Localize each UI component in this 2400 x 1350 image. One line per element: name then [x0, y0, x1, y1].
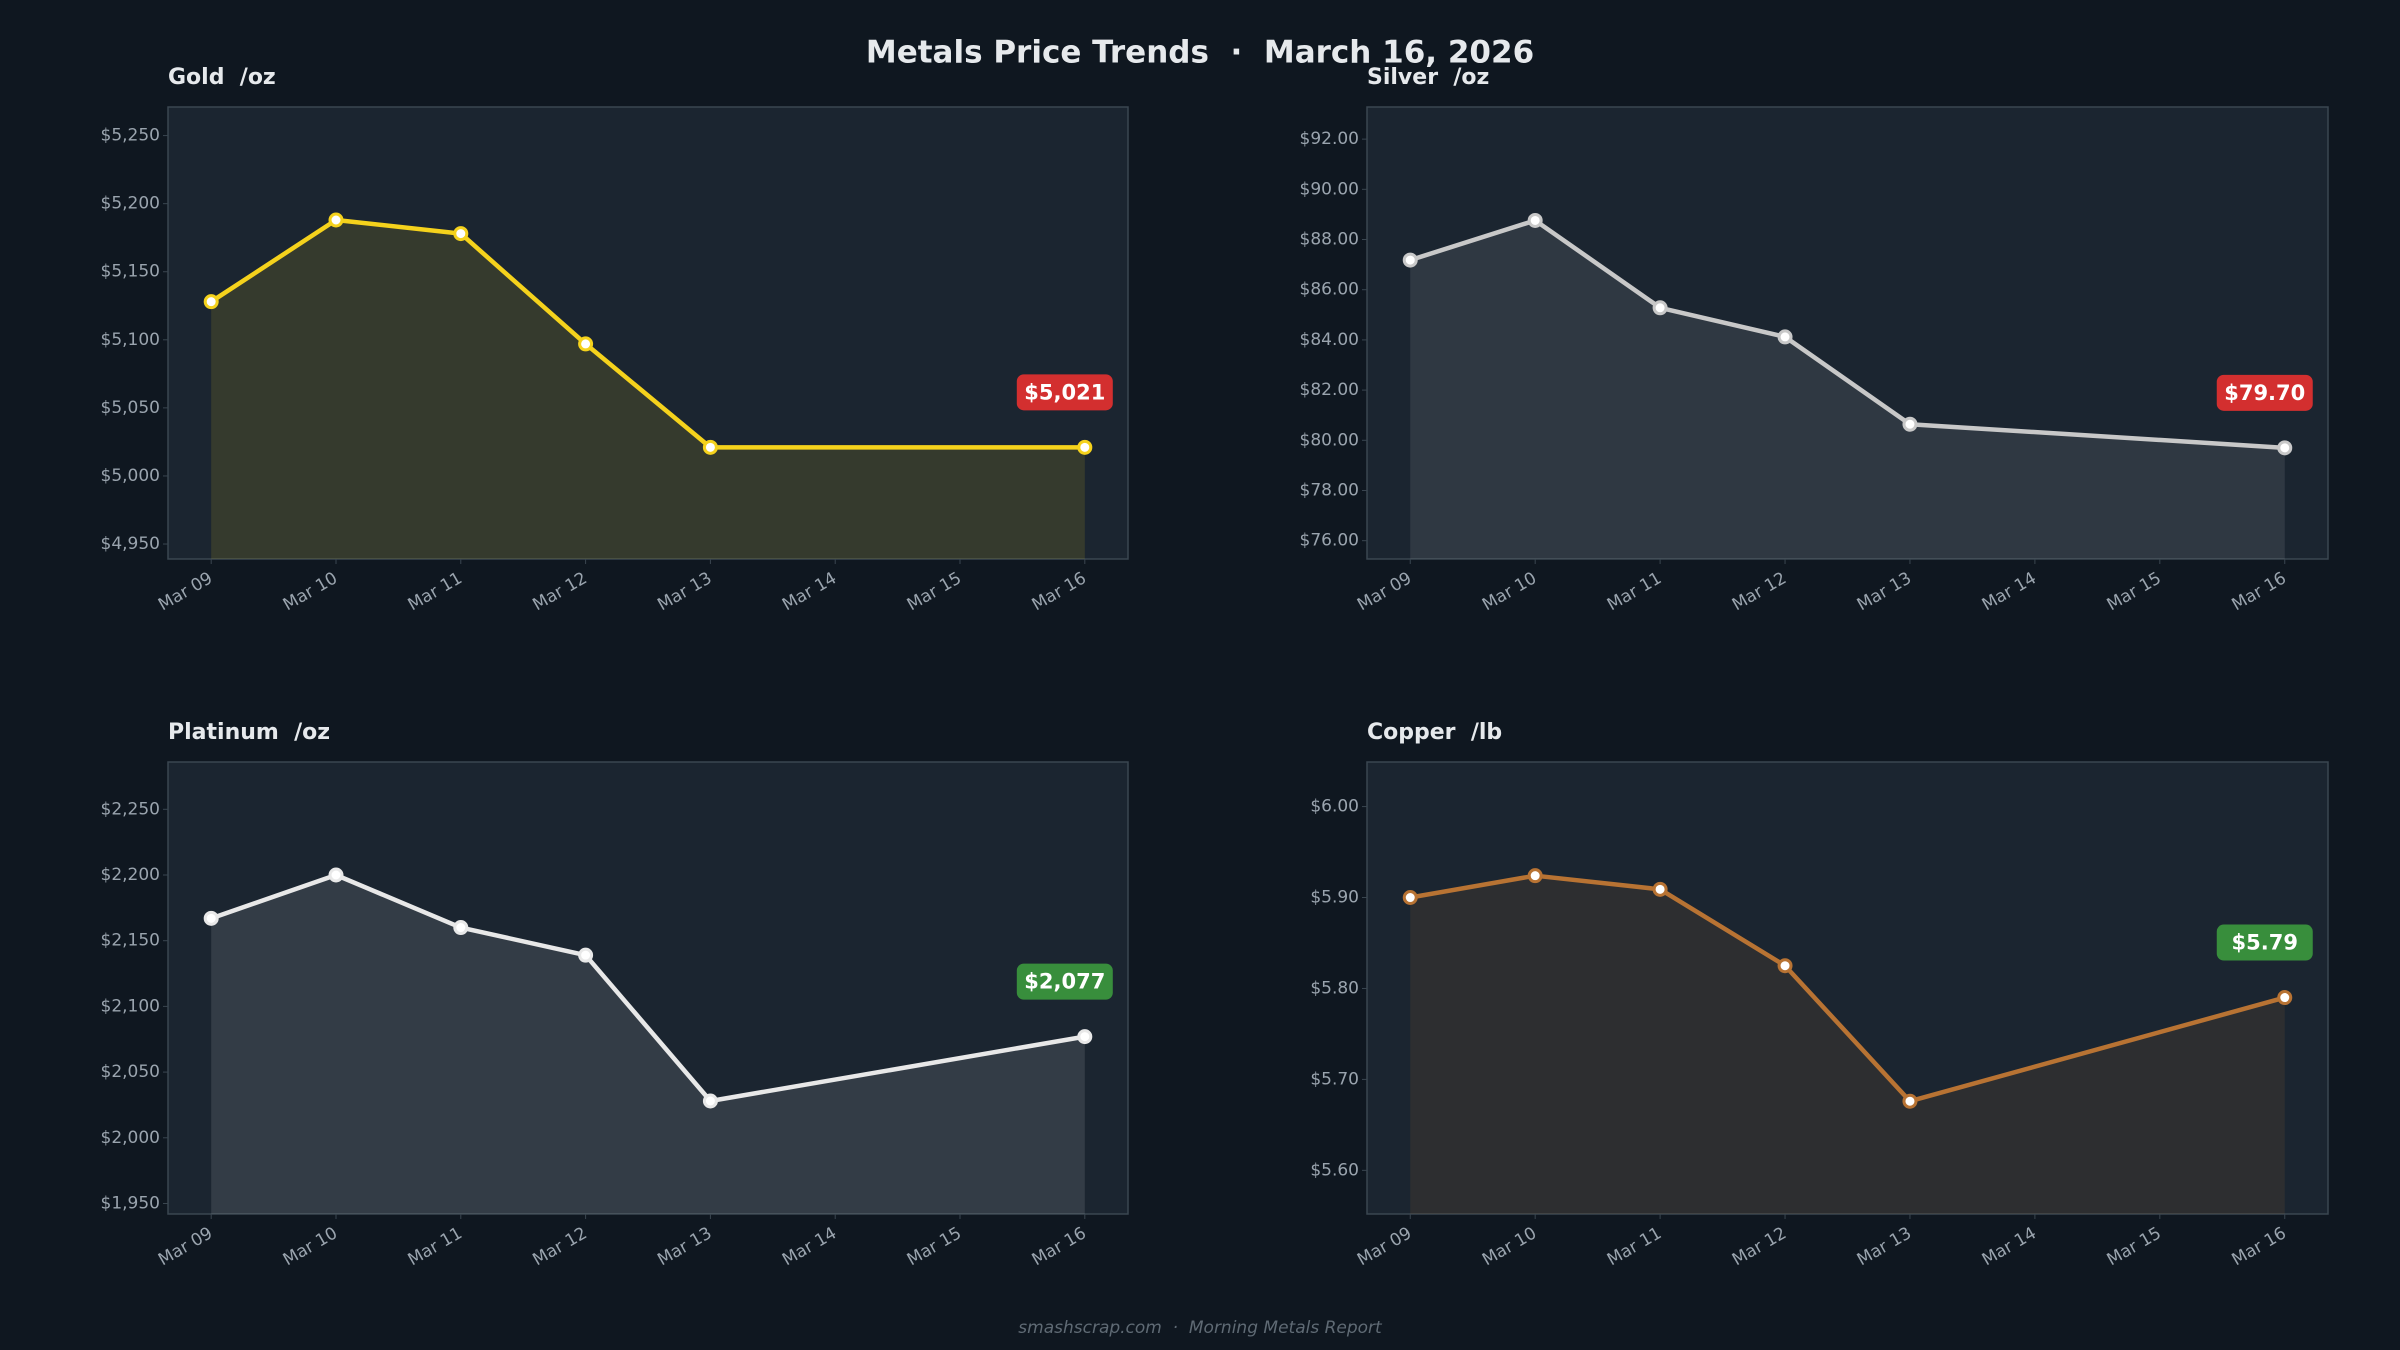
point [1652, 881, 1668, 897]
y-tick-label: $84.00 [1300, 330, 1359, 350]
area [211, 875, 1085, 1214]
point [1527, 212, 1543, 228]
point [1902, 416, 1918, 432]
plot-area [167, 106, 1129, 560]
y-tick-label: $80.00 [1300, 430, 1359, 450]
area [211, 220, 1085, 559]
value-badge [2216, 374, 2313, 411]
y-tick-label: $5.90 [1310, 888, 1359, 908]
y-tick-label: $5,100 [101, 330, 160, 350]
y-tick-label: $5.70 [1310, 1069, 1359, 1089]
value-label: $2,077 [1024, 970, 1105, 994]
point [1077, 439, 1093, 455]
chart-title: Silver /oz [1367, 65, 1489, 90]
point [1402, 252, 1418, 268]
y-tick-label: $2,050 [101, 1062, 160, 1082]
point [1652, 300, 1668, 316]
point [1777, 329, 1793, 345]
value-badge [1016, 963, 1113, 1000]
area [1410, 220, 2285, 559]
y-tick-label: $2,150 [101, 931, 160, 951]
point [578, 947, 594, 963]
point [453, 920, 469, 936]
y-tick-label: $5,000 [101, 466, 160, 486]
point [203, 910, 219, 926]
point [453, 226, 469, 242]
point [702, 1093, 718, 1109]
chart-panel: Silver /oz $76.00 $78.00 $80.00 $82.00 $84.00… [1300, 65, 2329, 615]
y-tick-label: $76.00 [1300, 531, 1359, 551]
point [1402, 890, 1418, 906]
y-tick-label: $90.00 [1300, 179, 1359, 199]
chart-title: Platinum /oz [168, 720, 330, 745]
point [1527, 868, 1543, 884]
point [328, 867, 344, 883]
y-tick-label: $5,200 [101, 194, 160, 214]
point [1077, 1029, 1093, 1045]
y-tick-label: $6.00 [1310, 797, 1359, 817]
y-tick-label: $2,000 [101, 1128, 160, 1148]
value-badge [2216, 924, 2313, 961]
y-tick-label: $2,100 [101, 996, 160, 1016]
y-tick-label: $5,250 [101, 126, 160, 146]
y-tick-label: $5.80 [1310, 978, 1359, 998]
point [578, 336, 594, 352]
chart-title: Gold /oz [168, 65, 276, 90]
point [702, 439, 718, 455]
y-tick-label: $5,050 [101, 398, 160, 418]
y-tick-label: $1,950 [101, 1193, 160, 1213]
point [328, 212, 344, 228]
y-tick-label: $86.00 [1300, 280, 1359, 300]
line [210, 872, 1086, 1104]
y-tick-label: $82.00 [1300, 380, 1359, 400]
y-tick-label: $2,250 [101, 799, 160, 819]
plot-area [1366, 761, 2329, 1215]
chart-title: Copper /lb [1367, 720, 1502, 745]
value-badge [1016, 374, 1113, 411]
value-label: $5.79 [2232, 931, 2298, 955]
plot-area [167, 761, 1129, 1215]
footer: smashscrap.com · Morning Metals Report [1018, 1318, 1383, 1338]
point [2277, 990, 2293, 1006]
line [209, 217, 1085, 450]
y-tick-label: $78.00 [1300, 480, 1359, 500]
y-tick-label: $2,200 [101, 865, 160, 885]
chart-panel: Gold /oz $4,950 $5,000 $5,050 $5,100 $5,150 $5… [101, 65, 1129, 615]
y-tick-label: $5,150 [101, 262, 160, 282]
area [1410, 875, 2285, 1214]
line [1409, 873, 2286, 1104]
y-tick-label: $4,950 [101, 534, 160, 554]
chart-panel: Platinum /oz $1,950 $2,000 $2,050 $2,100 $2,1… [101, 720, 1129, 1270]
point [2277, 440, 2293, 456]
page-title: Metals Price Trends · March 16, 2026 [866, 35, 1534, 71]
y-tick-label: $92.00 [1300, 129, 1359, 149]
point [1902, 1093, 1918, 1109]
y-tick-label: $5.60 [1310, 1160, 1359, 1180]
line [1409, 218, 2285, 451]
value-label: $79.70 [2224, 381, 2305, 405]
point [1777, 958, 1793, 974]
plot-area [1366, 106, 2329, 560]
y-tick-label: $88.00 [1300, 230, 1359, 250]
value-label: $5,021 [1024, 380, 1105, 404]
point [203, 294, 219, 310]
